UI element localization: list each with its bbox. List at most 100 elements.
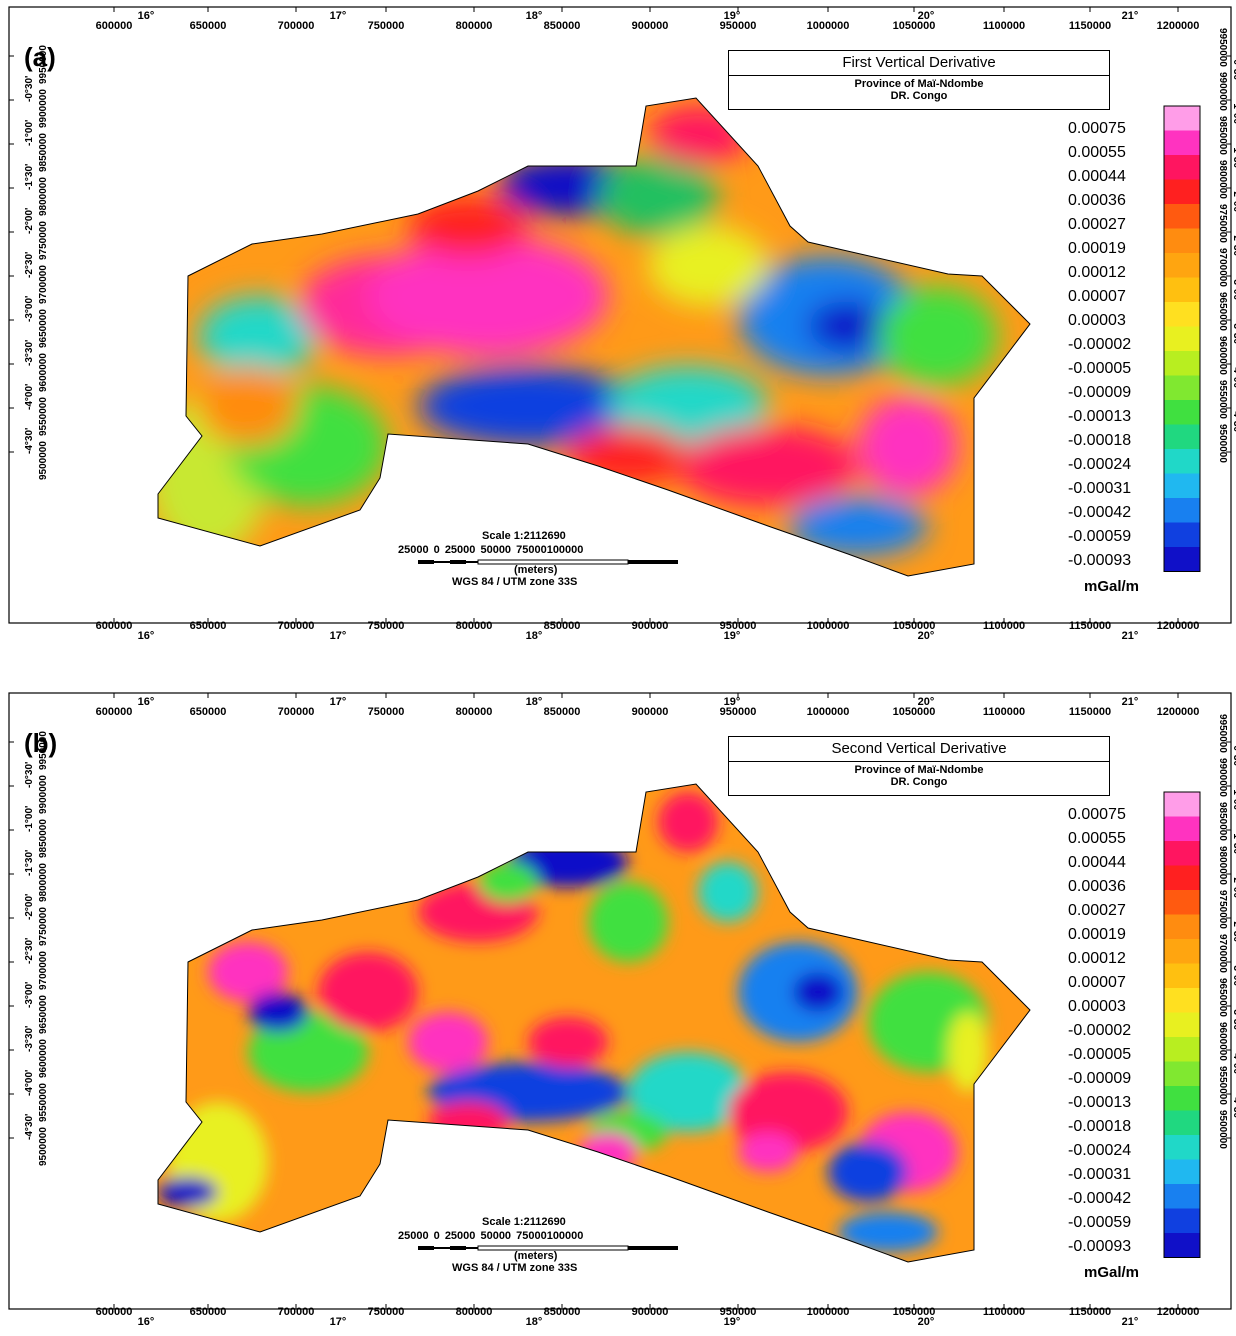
legend-swatch: [1164, 130, 1200, 155]
y-tick-label-right: 9650000: [1217, 978, 1228, 1017]
lat-label-right: -4°00': [1231, 1050, 1236, 1077]
y-tick-label-left: 9850000: [38, 819, 49, 858]
lat-label-right: -3°30': [1231, 320, 1236, 347]
legend-value: 0.00012: [1068, 264, 1126, 281]
scale-title: Scale 1:2112690: [482, 530, 566, 542]
legend-value: 0.00007: [1068, 288, 1126, 305]
legend-value: -0.00002: [1068, 1022, 1132, 1039]
legend-value: -0.00005: [1068, 1046, 1132, 1063]
legend-swatch: [1164, 1135, 1200, 1160]
legend-swatch: [1164, 228, 1200, 253]
scale-unit: (meters): [514, 564, 558, 576]
x-tick-label-top: 700000: [277, 20, 315, 32]
legend-value: -0.00031: [1068, 1166, 1132, 1183]
lon-label-top: 19°: [723, 696, 741, 708]
x-tick-label-top: 900000: [631, 20, 669, 32]
y-tick-label-right: 9850000: [1217, 116, 1228, 155]
lat-label-left: -3°00': [24, 295, 35, 322]
lat-label-right: -4°00': [1231, 364, 1236, 391]
lat-label-right: -3°00': [1231, 962, 1236, 989]
x-tick-label-bottom: 650000: [189, 1306, 227, 1318]
y-tick-label-left: 9700000: [38, 951, 49, 990]
legend-swatch: [1164, 1233, 1200, 1258]
x-tick-label-bottom: 1100000: [982, 620, 1026, 632]
x-tick-label-bottom: 1050000: [892, 620, 936, 632]
legend-swatch: [1164, 204, 1200, 229]
lon-label-bottom: 17°: [329, 630, 347, 642]
legend-value: -0.00042: [1068, 504, 1132, 521]
legend-value: 0.00003: [1068, 312, 1126, 329]
x-tick-label-bottom: 950000: [719, 620, 757, 632]
lat-label-left: -4°30': [24, 427, 35, 454]
lat-label-right: -3°00': [1231, 276, 1236, 303]
x-tick-label-top: 850000: [543, 20, 581, 32]
y-tick-label-right: 9550000: [1217, 380, 1228, 419]
legend-swatch: [1164, 963, 1200, 988]
y-tick-label-right: 9800000: [1217, 846, 1228, 885]
legend-swatch: [1164, 1012, 1200, 1037]
x-tick-label-bottom: 1200000: [1156, 620, 1200, 632]
y-tick-label-left: 9900000: [38, 89, 49, 128]
x-tick-label-top: 950000: [719, 20, 757, 32]
legend-value: -0.00093: [1068, 1238, 1132, 1255]
legend-swatch: [1164, 1037, 1200, 1062]
y-tick-label-right: 9600000: [1217, 336, 1228, 375]
lat-label-right: -1°30': [1231, 830, 1236, 857]
legend-swatch: [1164, 1159, 1200, 1184]
scale-unit: (meters): [514, 1250, 558, 1262]
lat-label-right: -0°30': [1231, 56, 1236, 83]
lat-label-left: -2°00': [24, 893, 35, 920]
legend-value: 0.00044: [1068, 854, 1126, 871]
legend-swatch: [1164, 473, 1200, 498]
legend-value: -0.00013: [1068, 1094, 1132, 1111]
legend-value: 0.00027: [1068, 216, 1126, 233]
lon-label-top: 16°: [137, 696, 155, 708]
lat-label-left: -1°00': [24, 805, 35, 832]
y-tick-label-right: 9700000: [1217, 248, 1228, 287]
legend-value: 0.00044: [1068, 168, 1126, 185]
x-tick-label-bottom: 1200000: [1156, 1306, 1200, 1318]
legend-value: -0.00013: [1068, 408, 1132, 425]
x-tick-label-bottom: 900000: [631, 620, 669, 632]
legend-value: 0.00036: [1068, 878, 1126, 895]
projection-label: WGS 84 / UTM zone 33S: [452, 1262, 578, 1274]
x-tick-label-top: 950000: [719, 706, 757, 718]
lon-label-top: 18°: [525, 696, 543, 708]
map-panel-a: (a) First Vertical Derivative Province o…: [8, 6, 1236, 646]
x-tick-label-top: 1200000: [1156, 706, 1200, 718]
y-tick-label-left: 9700000: [38, 265, 49, 304]
x-tick-label-bottom: 850000: [543, 620, 581, 632]
lon-label-bottom: 16°: [137, 630, 155, 642]
lon-label-bottom: 16°: [137, 1316, 155, 1328]
legend-swatch: [1164, 816, 1200, 841]
y-tick-label-left: 9500000: [38, 1127, 49, 1166]
lon-label-bottom: 20°: [917, 630, 935, 642]
x-tick-label-bottom: 1000000: [806, 1306, 850, 1318]
x-tick-label-top: 750000: [367, 20, 405, 32]
x-tick-label-top: 1100000: [982, 706, 1026, 718]
lon-label-top: 16°: [137, 10, 155, 22]
y-tick-label-left: 9800000: [38, 177, 49, 216]
x-tick-label-top: 1150000: [1068, 706, 1112, 718]
x-tick-label-top: 600000: [95, 706, 133, 718]
lat-label-left: -3°30': [24, 1025, 35, 1052]
x-tick-label-top: 800000: [455, 706, 493, 718]
axis-ticks: [9, 7, 1231, 623]
lat-label-right: -1°00': [1231, 786, 1236, 813]
legend-swatch: [1164, 498, 1200, 523]
legend-swatch: [1164, 1086, 1200, 1111]
legend-swatch: [1164, 914, 1200, 939]
legend-swatch: [1164, 1061, 1200, 1086]
y-tick-label-right: 9600000: [1217, 1022, 1228, 1061]
color-legend-bar: [1163, 105, 1201, 572]
lat-label-right: -4°30': [1231, 1094, 1236, 1121]
y-tick-label-left: 9550000: [38, 1083, 49, 1122]
legend-swatch: [1164, 326, 1200, 351]
title-box: First Vertical Derivative Province of Ma…: [728, 50, 1110, 110]
x-tick-label-bottom: 600000: [95, 1306, 133, 1318]
x-tick-label-bottom: 800000: [455, 620, 493, 632]
legend-value: -0.00024: [1068, 456, 1132, 473]
legend-value: 0.00019: [1068, 926, 1126, 943]
y-tick-label-left: 9750000: [38, 907, 49, 946]
lon-label-bottom: 21°: [1121, 1316, 1139, 1328]
